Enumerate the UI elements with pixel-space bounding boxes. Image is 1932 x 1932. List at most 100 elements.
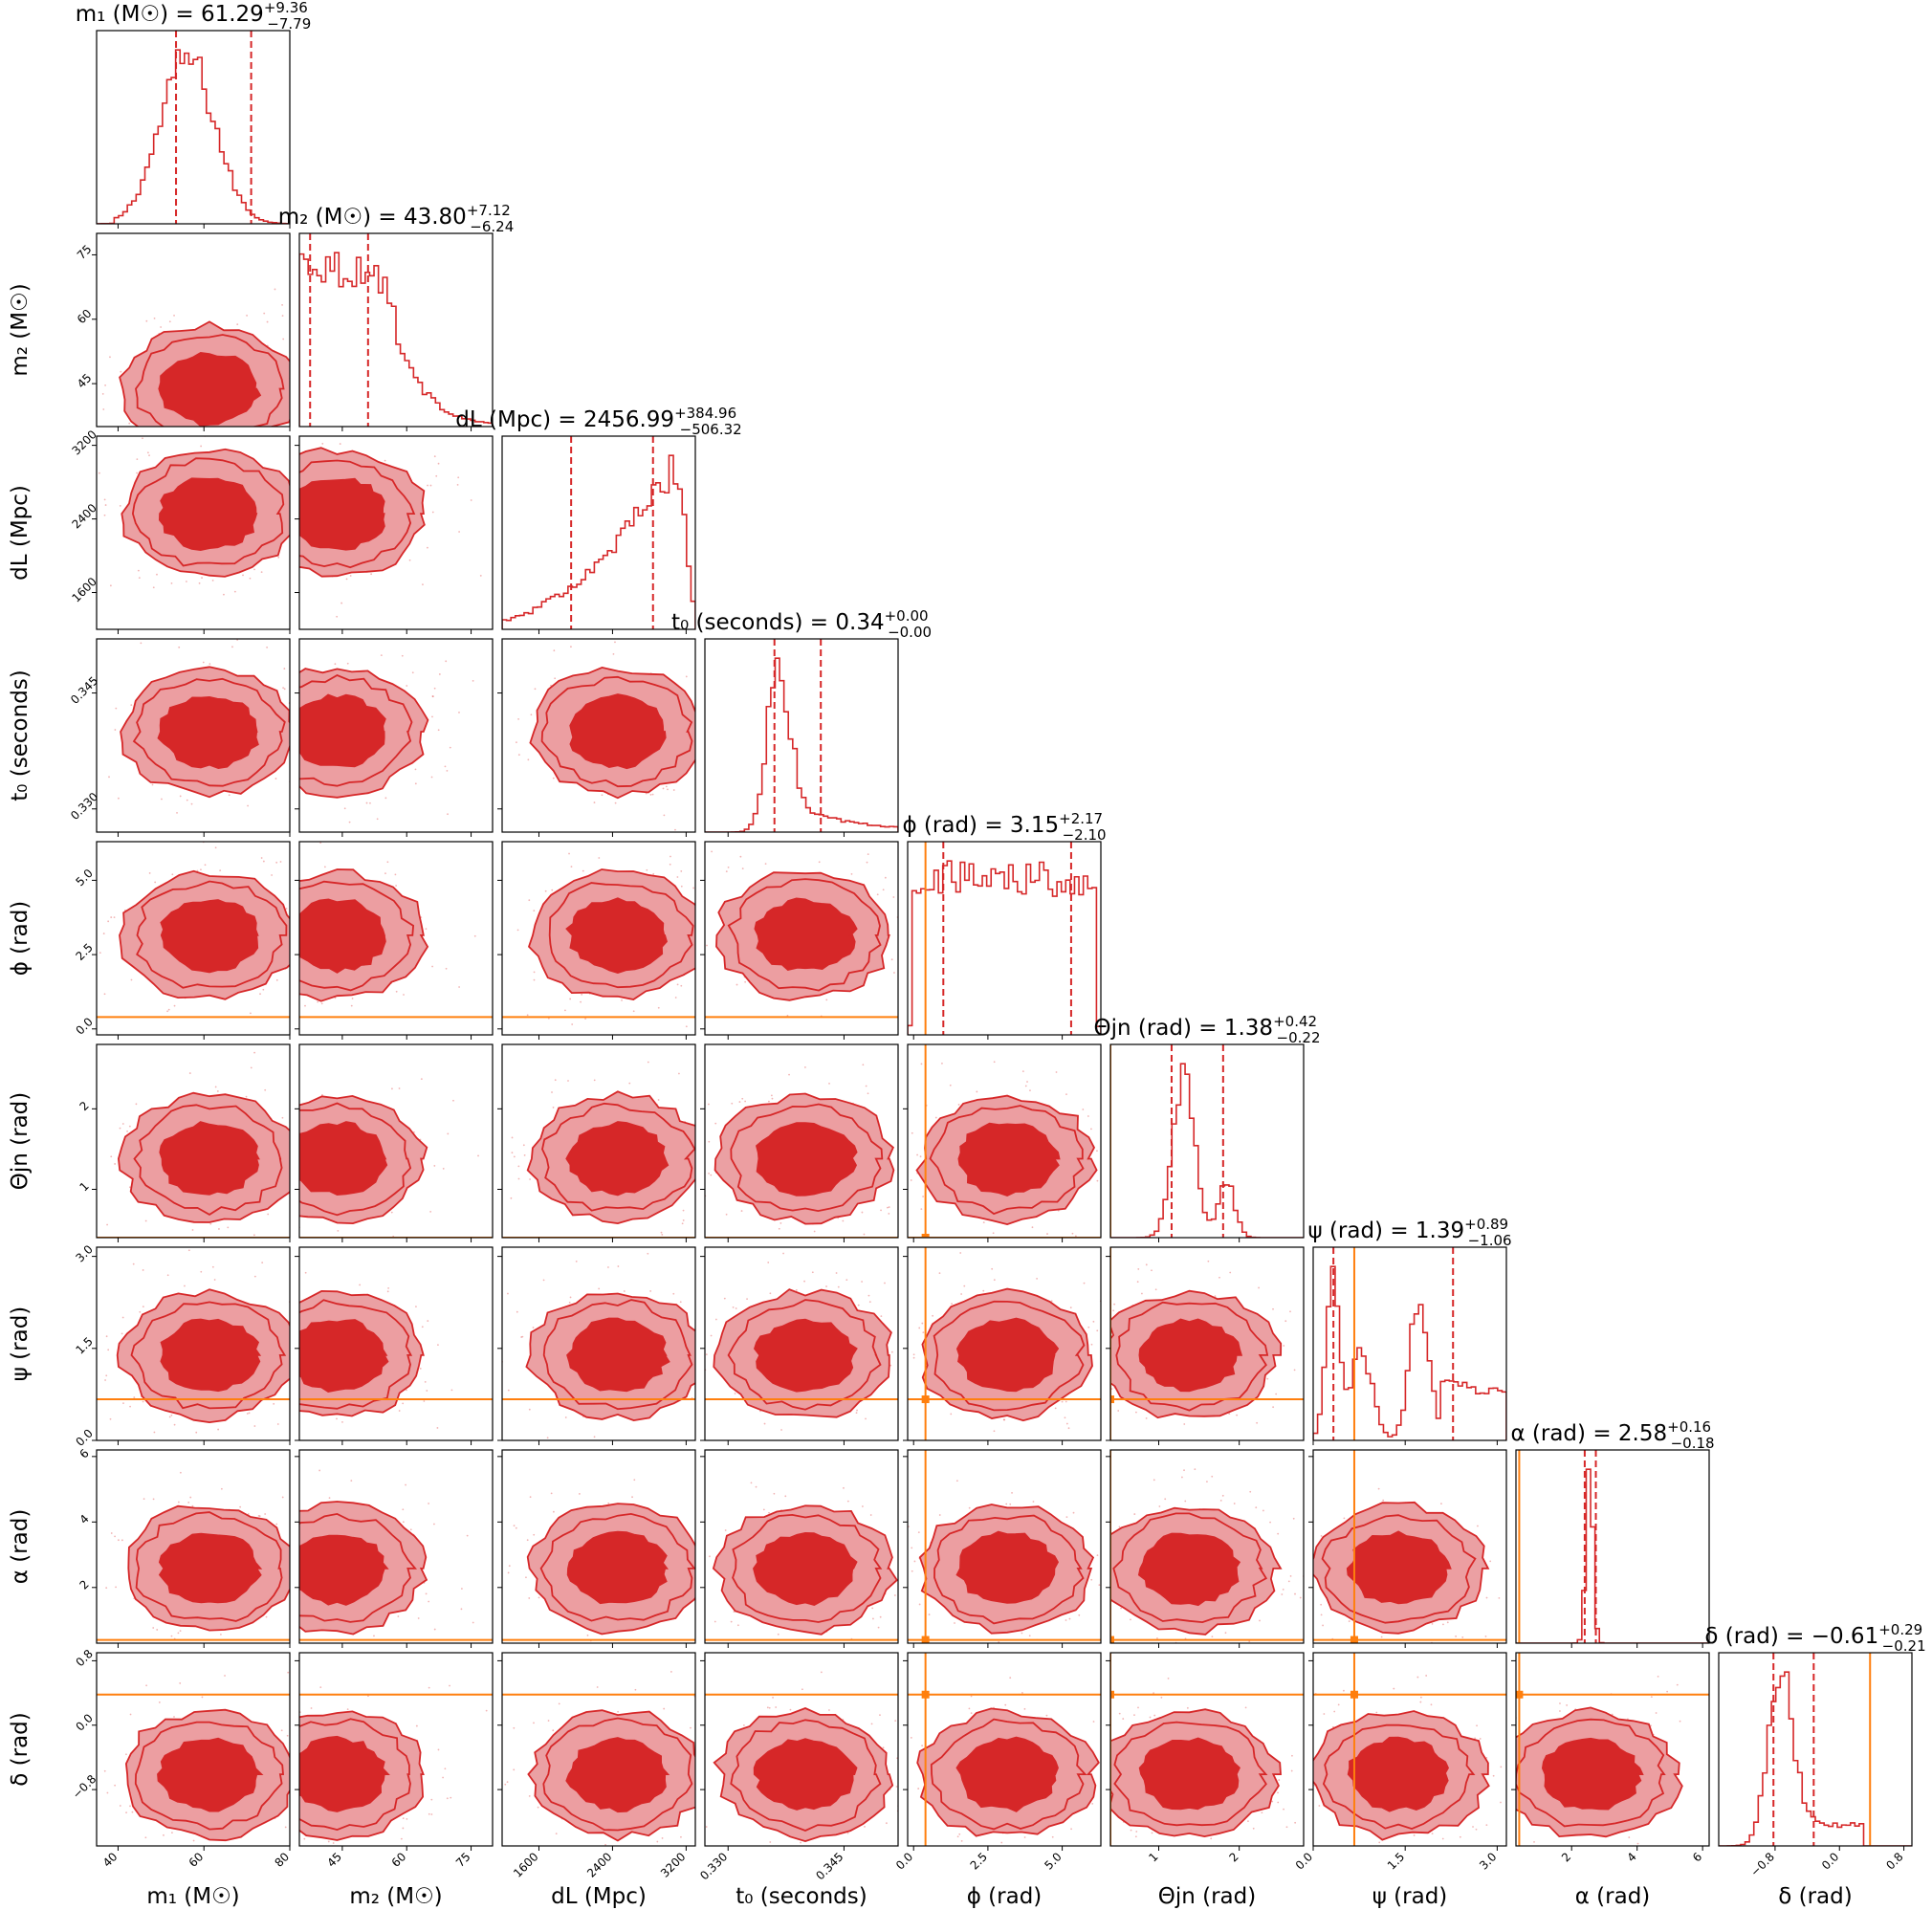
truth-marker xyxy=(1110,1395,1114,1404)
y-tick-label-alpha: 4 xyxy=(77,1512,92,1526)
panel-psi-psi: ψ (rad) = 1.39+0.89 −1.06 xyxy=(1307,1216,1512,1445)
panel-m2-alpha xyxy=(295,1449,494,1648)
histogram-phi xyxy=(908,860,1101,1035)
y-tick-label-theta: 1 xyxy=(77,1179,92,1194)
panel-phi-phi: ϕ (rad) = 3.15+2.17 −2.10 xyxy=(902,810,1107,1040)
panel-phi-delta: 0.0 2.5 5.0 xyxy=(893,1652,1102,1873)
y-axis-label-dL: dL (Mpc) xyxy=(8,485,33,581)
x-tick-label-theta: 2 xyxy=(1226,1850,1240,1864)
panel-theta-psi xyxy=(1106,1246,1305,1445)
panel-phi-psi xyxy=(903,1246,1102,1445)
contour-inner xyxy=(957,1122,1061,1197)
contour-inner xyxy=(1138,1737,1240,1811)
x-axis-label-delta: δ (rad) xyxy=(1778,1884,1852,1909)
y-tick-label-dL: 1600 xyxy=(69,575,99,604)
panel-dL-psi xyxy=(497,1246,696,1445)
truth-marker xyxy=(921,1234,930,1238)
panel-t0-phi xyxy=(700,841,899,1040)
truth-marker xyxy=(921,1690,930,1699)
panel-dL-t0 xyxy=(497,638,696,837)
x-tick-label-psi: 1.5 xyxy=(1385,1850,1407,1872)
contour-inner xyxy=(753,1531,858,1606)
contour-inner xyxy=(299,898,386,974)
y-axis-label-t0: t₀ (seconds) xyxy=(8,670,33,801)
histogram-m1 xyxy=(97,49,290,224)
histogram-psi xyxy=(1313,1265,1506,1440)
contour-inner xyxy=(1346,1530,1452,1605)
truth-marker xyxy=(1516,1690,1524,1699)
panel-dL-dL: dL (Mpc) = 2456.99+384.96 −506.32 xyxy=(455,405,742,634)
x-axis-label-t0: t₀ (seconds) xyxy=(735,1884,867,1909)
panel-theta-theta: Θjn (rad) = 1.38+0.42 −0.22 xyxy=(1093,1013,1321,1242)
x-tick-label-theta: 1 xyxy=(1146,1850,1160,1864)
x-tick-label-m1: 40 xyxy=(100,1850,121,1870)
panel-m1-dL: 1600 2400 3200 xyxy=(69,428,291,634)
contour-inner xyxy=(565,897,669,975)
contour-inner xyxy=(299,1121,388,1197)
y-tick-label-phi: 2.5 xyxy=(73,941,95,963)
x-tick-label-delta: 0.8 xyxy=(1883,1850,1905,1872)
panel-psi-delta: 0.0 1.5 3.0 xyxy=(1293,1652,1507,1873)
contour-inner xyxy=(157,695,259,770)
panel-m2-phi xyxy=(295,841,494,1040)
y-tick-label-alpha: 2 xyxy=(77,1577,92,1592)
panel-m1-psi: 0.0 1.5 3.0 xyxy=(73,1242,291,1449)
y-tick-label-t0: 0.345 xyxy=(68,674,100,707)
panel-m1-m1: m₁ (M☉) = 61.29+9.36 −7.79 xyxy=(76,0,311,229)
contour-inner xyxy=(299,477,385,551)
y-tick-label-m2: 45 xyxy=(75,371,95,391)
truth-marker xyxy=(1350,1636,1358,1643)
truth-marker xyxy=(921,1636,930,1643)
x-tick-label-delta: 0.0 xyxy=(1819,1850,1841,1872)
contour-inner xyxy=(299,1534,389,1606)
contour-inner xyxy=(158,1532,263,1604)
panel-phi-theta xyxy=(903,1043,1102,1242)
contour-inner xyxy=(299,1735,390,1812)
panel-t0-alpha xyxy=(700,1449,899,1648)
panel-delta-delta: δ (rad) = −0.61+0.29 −0.21 −0.8 0.0 0.8 xyxy=(1704,1621,1925,1879)
contour-inner xyxy=(569,693,667,770)
panel-title-psi: ψ (rad) = 1.39+0.89 −1.06 xyxy=(1307,1216,1511,1249)
panel-title-phi: ϕ (rad) = 3.15+2.17 −2.10 xyxy=(902,810,1106,844)
y-tick-label-psi: 0.0 xyxy=(73,1426,95,1448)
x-axis-label-psi: ψ (rad) xyxy=(1372,1884,1448,1909)
histogram-delta xyxy=(1719,1671,1912,1846)
contour-inner xyxy=(299,1319,389,1394)
x-tick-label-alpha: 6 xyxy=(1690,1850,1704,1864)
x-tick-label-dL: 1600 xyxy=(511,1850,540,1879)
x-tick-label-m2: 45 xyxy=(324,1850,344,1870)
y-tick-label-phi: 0.0 xyxy=(73,1015,95,1037)
truth-marker xyxy=(921,1395,930,1404)
truth-marker xyxy=(1350,1690,1358,1699)
panel-title-alpha: α (rad) = 2.58+0.16 −0.18 xyxy=(1510,1418,1714,1452)
y-tick-label-m2: 75 xyxy=(75,242,95,262)
panel-m1-phi: 0.0 2.5 5.0 xyxy=(73,841,291,1040)
contour-inner xyxy=(754,897,858,971)
x-tick-label-m2: 75 xyxy=(453,1850,473,1870)
panel-t0-theta xyxy=(700,1043,899,1242)
x-tick-label-psi: 0.0 xyxy=(1293,1850,1315,1872)
contour-inner xyxy=(158,351,262,427)
x-tick-label-t0: 0.345 xyxy=(813,1850,845,1882)
x-tick-label-delta: −0.8 xyxy=(1748,1850,1778,1879)
panel-dL-alpha xyxy=(497,1449,696,1648)
contour-inner xyxy=(955,1736,1059,1812)
panel-m2-m2: m₂ (M☉) = 43.80+7.12 −6.24 xyxy=(278,202,514,431)
panel-m1-alpha: 2 4 6 xyxy=(77,1446,291,1648)
y-tick-label-delta: 0.8 xyxy=(73,1647,95,1669)
y-tick-label-psi: 1.5 xyxy=(73,1334,95,1356)
y-tick-label-m2: 60 xyxy=(75,307,95,327)
x-tick-label-alpha: 4 xyxy=(1624,1850,1638,1864)
panel-dL-phi xyxy=(497,841,696,1040)
x-axis-label-m1: m₁ (M☉) xyxy=(146,1884,239,1909)
contour-inner xyxy=(299,693,386,768)
histogram-alpha xyxy=(1516,1468,1709,1643)
y-axis-label-delta: δ (rad) xyxy=(8,1712,33,1786)
panel-alpha-alpha: α (rad) = 2.58+0.16 −0.18 xyxy=(1510,1418,1715,1648)
y-axis-label-alpha: α (rad) xyxy=(8,1509,33,1585)
x-tick-label-phi: 2.5 xyxy=(968,1850,990,1872)
panel-title-delta: δ (rad) = −0.61+0.29 −0.21 xyxy=(1704,1621,1925,1655)
contour-inner xyxy=(753,1738,858,1811)
contour-inner xyxy=(566,1317,670,1393)
x-tick-label-m1: 60 xyxy=(187,1850,207,1870)
